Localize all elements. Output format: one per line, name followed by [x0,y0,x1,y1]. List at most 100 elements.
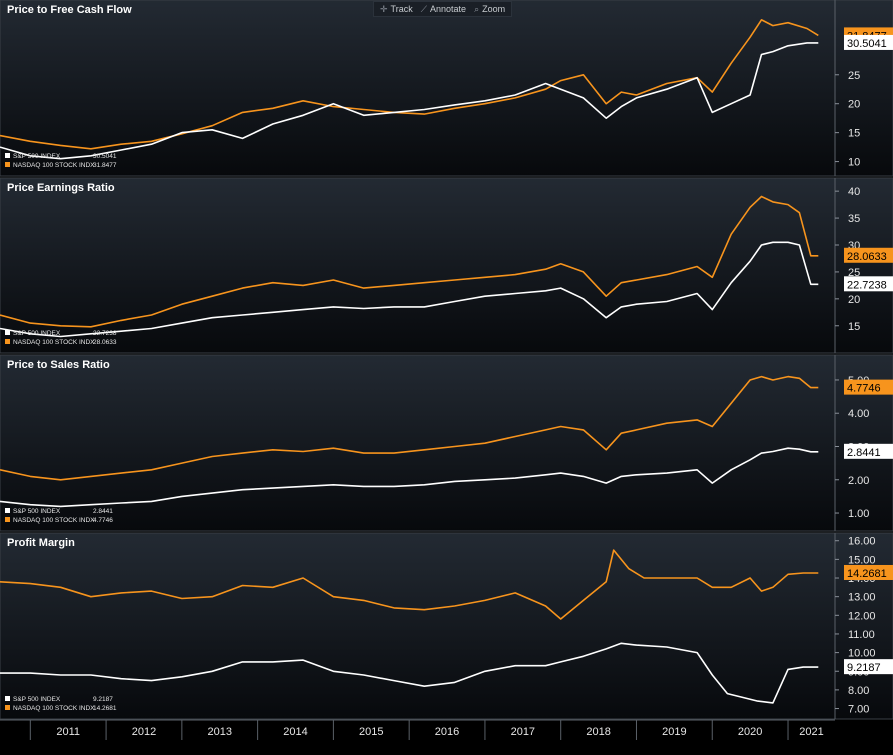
track-button[interactable]: ✛ Track [380,4,413,15]
x-tick-label: 2021 [799,726,823,738]
panel-background [0,533,893,719]
legend-name: NASDAQ 100 STOCK INDX [13,517,95,524]
y-tick-label: 8.00 [848,685,869,697]
chart-panel-3: Price to Sales Ratio1.002.003.004.005.00… [0,354,893,532]
chart-toolbar: ✛ Track ⟋ Annotate ⌕ Zoom [373,1,513,17]
x-tick-label: 2012 [132,726,156,738]
legend-value: 2.8441 [93,508,113,515]
sp-last-value-tag: 9.2187 [844,659,893,675]
panel-border [0,354,893,532]
track-label: Track [390,4,413,14]
value-tag-text: 14.2681 [847,568,887,580]
legend-value: 14.2681 [93,705,117,712]
value-tag-text: 9.2187 [847,662,881,674]
chart-panel-4: Profit Margin7.008.009.0010.0011.0012.00… [0,532,893,720]
legend-value: 28.0633 [93,339,117,346]
y-tick-label: 15 [848,321,860,333]
crosshair-icon: ✛ [380,3,388,14]
sp-series-line [0,642,819,704]
y-tick-label: 10.00 [848,648,876,660]
legend-name: S&P 500 INDEX [13,508,61,515]
value-tag-background [844,659,893,675]
y-tick-label: 15.00 [848,554,876,566]
y-tick-label: 16.00 [848,536,876,548]
y-tick-label: 7.00 [848,704,869,716]
y-tick-label: 25 [848,267,860,279]
value-tag-text: 4.7746 [847,383,881,395]
legend-item: S&P 500 INDEX 2.8441 [5,508,113,515]
annotate-button[interactable]: ⟋ Annotate [421,4,466,15]
value-tag-background [844,564,893,580]
y-tick-label: 4.00 [848,408,869,420]
x-tick-label: 2020 [738,726,762,738]
y-tick-label: 15 [848,128,860,140]
panel-border [0,0,893,177]
ndx-last-value-tag: 28.0633 [844,247,893,263]
x-tick-label: 2011 [56,726,80,738]
value-tag-text: 22.7238 [847,279,887,291]
x-axis-background [0,720,893,750]
legend-swatch [5,162,10,167]
panel-title: Profit Margin [7,537,75,549]
sp-last-value-tag: 2.8441 [844,443,893,459]
sp-series-line [0,241,819,338]
y-tick-label: 20 [848,99,860,111]
legend-swatch [5,330,10,335]
x-tick-label: 2013 [207,726,231,738]
panel-background [0,0,893,176]
value-tag-background [844,247,893,263]
panel-title: Price Earnings Ratio [7,182,115,194]
sp-last-value-tag: 30.5041 [844,34,893,50]
legend-value: 9.2187 [93,696,113,703]
y-tick-label: 1.00 [848,508,869,520]
legend-swatch [5,517,10,522]
y-tick-label: 11.00 [848,629,875,641]
ndx-series-line [0,375,819,481]
value-tag-text: 2.8441 [847,447,881,459]
legend-name: S&P 500 INDEX [13,696,61,703]
sp-series-line [0,42,819,160]
x-axis: 2011 2012 2013 2014 2015 2016 2017 2018 2019 2020… [0,719,893,750]
y-tick-label: 13.00 [848,592,876,604]
legend-swatch [5,696,10,701]
legend-swatch [5,508,10,513]
ndx-series-line [0,195,819,328]
legend-name: S&P 500 INDEX [13,153,61,160]
value-tag-background [844,276,893,292]
panel-title: Price to Sales Ratio [7,359,110,371]
y-tick-label: 40 [848,186,860,198]
value-tag-background [844,443,893,459]
ndx-last-value-tag: 14.2681 [844,564,893,580]
x-tick-label: 2019 [662,726,686,738]
legend-name: NASDAQ 100 STOCK INDX [13,705,95,712]
zoom-button[interactable]: ⌕ Zoom [474,4,505,15]
panel-title: Price to Free Cash Flow [7,4,132,16]
legend-value: 22.7238 [93,330,117,337]
panel-border [0,532,893,720]
y-tick-label: 2.00 [848,475,869,487]
value-tag-background [844,379,893,395]
zoom-label: Zoom [482,4,506,14]
y-tick-label: 25 [848,70,860,82]
legend-swatch [5,339,10,344]
legend-name: NASDAQ 100 STOCK INDX [13,162,95,169]
value-tag-text: 30.5041 [847,38,887,50]
annotate-label: Annotate [430,4,467,14]
legend-name: S&P 500 INDEX [13,330,61,337]
legend-swatch [5,153,10,158]
sp-last-value-tag: 22.7238 [844,276,893,292]
chart-panel-2: Price Earnings Ratio15202530354028.06332… [0,177,893,354]
ndx-series-line [0,549,819,620]
x-tick-label: 2018 [586,726,610,738]
legend-name: NASDAQ 100 STOCK INDX [13,339,95,346]
panel-background [0,178,893,353]
ndx-last-value-tag: 4.7746 [844,379,893,395]
legend-item: S&P 500 INDEX 9.2187 [5,696,113,703]
y-tick-label: 20 [848,294,860,306]
